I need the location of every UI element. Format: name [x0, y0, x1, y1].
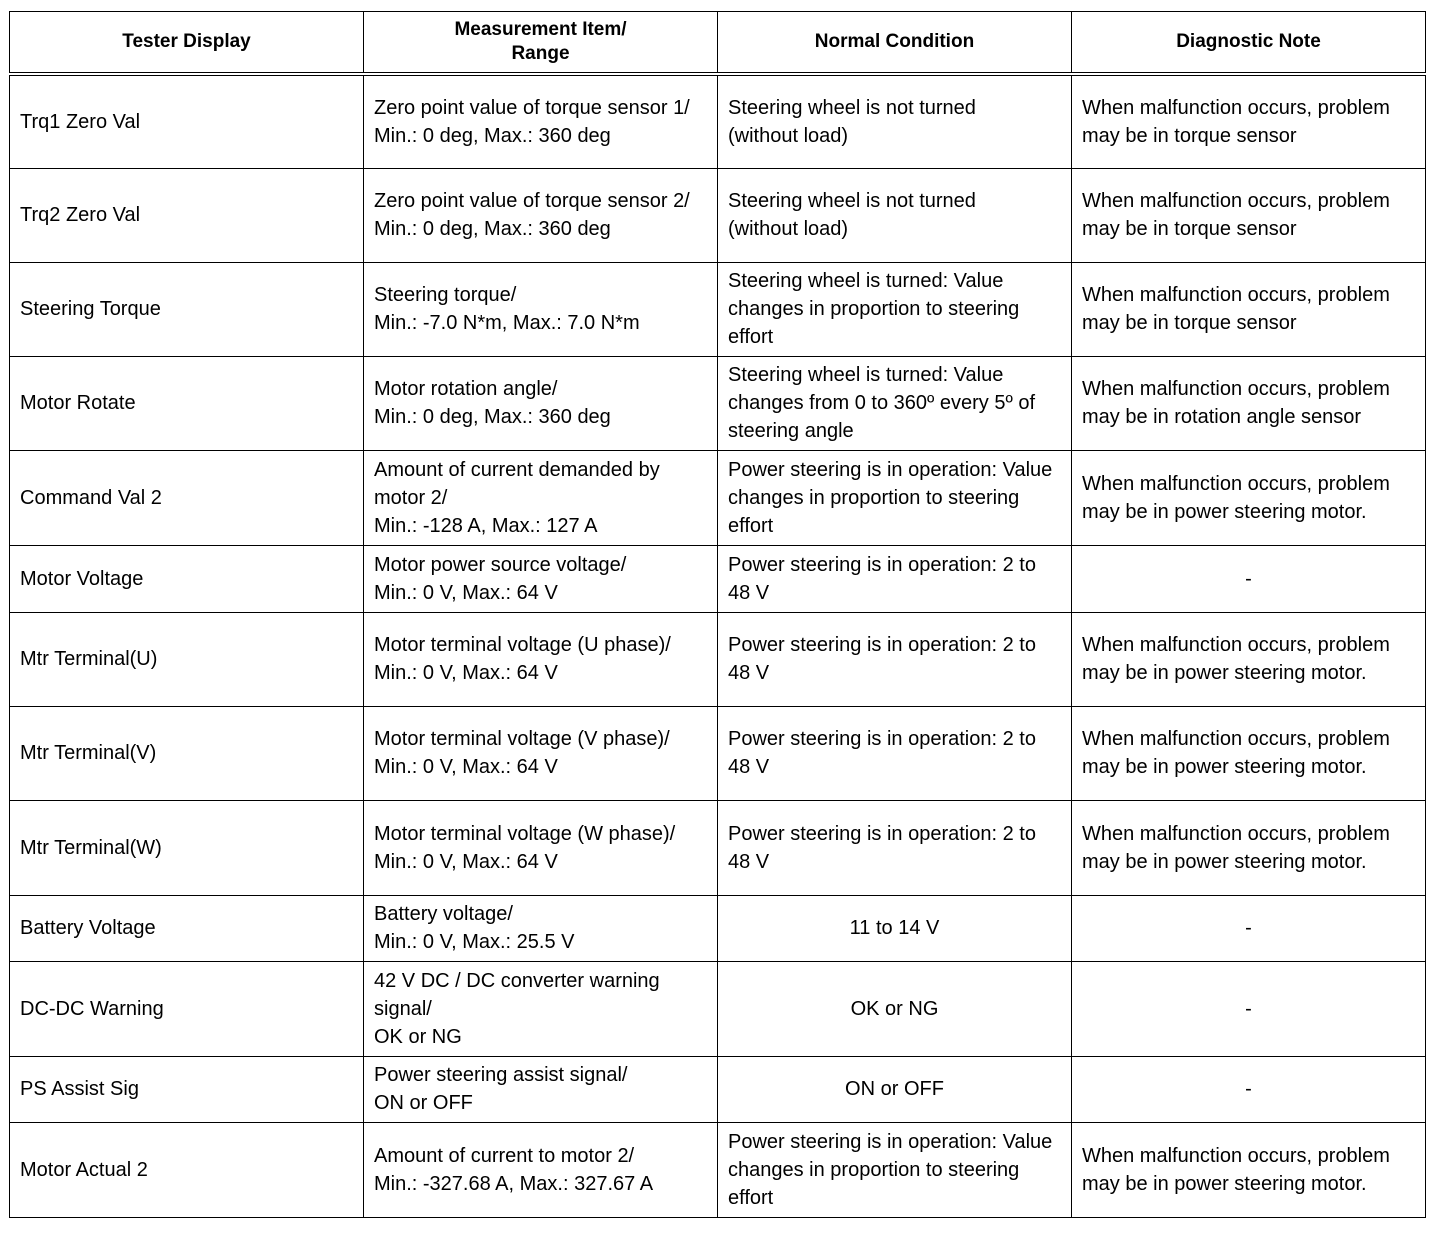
- header-normal-condition: Normal Condition: [717, 11, 1072, 76]
- header-tester-display: Tester Display: [9, 11, 364, 76]
- cell-diagnostic-note: When malfunction occurs, problem may be …: [1071, 705, 1426, 801]
- cell-normal-condition: OK or NG: [717, 960, 1072, 1057]
- cell-tester-display: DC-DC Warning: [9, 960, 364, 1057]
- cell-measurement-item: Motor power source voltage/ Min.: 0 V, M…: [363, 544, 718, 613]
- cell-tester-display: Steering Torque: [9, 261, 364, 357]
- data-list-table: Tester Display Measurement Item/ Range N…: [9, 11, 1426, 1218]
- cell-measurement-item: Power steering assist signal/ ON or OFF: [363, 1055, 718, 1123]
- cell-diagnostic-note: -: [1071, 960, 1426, 1057]
- cell-normal-condition: Power steering is in operation: 2 to 48 …: [717, 611, 1072, 707]
- cell-measurement-item: Zero point value of torque sensor 1/ Min…: [363, 73, 718, 169]
- cell-tester-display: Motor Actual 2: [9, 1121, 364, 1218]
- cell-diagnostic-note: When malfunction occurs, problem may be …: [1071, 1121, 1426, 1218]
- cell-measurement-item: Zero point value of torque sensor 2/ Min…: [363, 167, 718, 263]
- cell-diagnostic-note: When malfunction occurs, problem may be …: [1071, 355, 1426, 451]
- table-row: Command Val 2 Amount of current demanded …: [9, 449, 1426, 546]
- cell-tester-display: Motor Voltage: [9, 544, 364, 613]
- cell-diagnostic-note: When malfunction occurs, problem may be …: [1071, 449, 1426, 546]
- table-row: Mtr Terminal(V) Motor terminal voltage (V…: [9, 705, 1426, 801]
- cell-tester-display: Trq2 Zero Val: [9, 167, 364, 263]
- table-row: PS Assist Sig Power steering assist signa…: [9, 1055, 1426, 1123]
- cell-normal-condition: Steering wheel is turned: Value changes …: [717, 355, 1072, 451]
- table-row: Mtr Terminal(W) Motor terminal voltage (W…: [9, 799, 1426, 896]
- header-diagnostic-note: Diagnostic Note: [1071, 11, 1426, 76]
- table-row: Trq1 Zero Val Zero point value of torque …: [9, 73, 1426, 169]
- cell-normal-condition: Steering wheel is turned: Value changes …: [717, 261, 1072, 357]
- cell-tester-display: Mtr Terminal(U): [9, 611, 364, 707]
- cell-diagnostic-note: When malfunction occurs, problem may be …: [1071, 167, 1426, 263]
- table-row: Motor Voltage Motor power source voltage/…: [9, 544, 1426, 613]
- cell-normal-condition: Steering wheel is not turned (without lo…: [717, 167, 1072, 263]
- cell-measurement-item: Motor terminal voltage (U phase)/ Min.: …: [363, 611, 718, 707]
- table-row: Motor Actual 2 Amount of current to motor…: [9, 1121, 1426, 1218]
- table-row: DC-DC Warning 42 V DC / DC converter warn…: [9, 960, 1426, 1057]
- cell-tester-display: Command Val 2: [9, 449, 364, 546]
- cell-measurement-item: Motor terminal voltage (V phase)/ Min.: …: [363, 705, 718, 801]
- cell-normal-condition: ON or OFF: [717, 1055, 1072, 1123]
- cell-diagnostic-note: -: [1071, 1055, 1426, 1123]
- cell-diagnostic-note: When malfunction occurs, problem may be …: [1071, 73, 1426, 169]
- cell-measurement-item: Amount of current demanded by motor 2/ M…: [363, 449, 718, 546]
- cell-diagnostic-note: -: [1071, 894, 1426, 962]
- table-row: Mtr Terminal(U) Motor terminal voltage (U…: [9, 611, 1426, 707]
- cell-tester-display: Mtr Terminal(W): [9, 799, 364, 896]
- table-row: Trq2 Zero Val Zero point value of torque …: [9, 167, 1426, 263]
- cell-tester-display: Motor Rotate: [9, 355, 364, 451]
- cell-tester-display: Battery Voltage: [9, 894, 364, 962]
- cell-normal-condition: Power steering is in operation: 2 to 48 …: [717, 799, 1072, 896]
- table-row: Steering Torque Steering torque/ Min.: -7…: [9, 261, 1426, 357]
- cell-normal-condition: 11 to 14 V: [717, 894, 1072, 962]
- table-row: Battery Voltage Battery voltage/ Min.: 0 …: [9, 894, 1426, 962]
- cell-tester-display: PS Assist Sig: [9, 1055, 364, 1123]
- cell-tester-display: Trq1 Zero Val: [9, 73, 364, 169]
- cell-normal-condition: Power steering is in operation: 2 to 48 …: [717, 705, 1072, 801]
- cell-diagnostic-note: When malfunction occurs, problem may be …: [1071, 261, 1426, 357]
- cell-measurement-item: Steering torque/ Min.: -7.0 N*m, Max.: 7…: [363, 261, 718, 357]
- cell-measurement-item: Motor rotation angle/ Min.: 0 deg, Max.:…: [363, 355, 718, 451]
- cell-tester-display: Mtr Terminal(V): [9, 705, 364, 801]
- cell-measurement-item: Amount of current to motor 2/ Min.: -327…: [363, 1121, 718, 1218]
- cell-normal-condition: Power steering is in operation: Value ch…: [717, 449, 1072, 546]
- cell-diagnostic-note: When malfunction occurs, problem may be …: [1071, 799, 1426, 896]
- cell-measurement-item: Motor terminal voltage (W phase)/ Min.: …: [363, 799, 718, 896]
- cell-normal-condition: Power steering is in operation: 2 to 48 …: [717, 544, 1072, 613]
- cell-measurement-item: 42 V DC / DC converter warning signal/ O…: [363, 960, 718, 1057]
- cell-normal-condition: Steering wheel is not turned (without lo…: [717, 73, 1072, 169]
- header-measurement-item: Measurement Item/ Range: [363, 11, 718, 76]
- cell-measurement-item: Battery voltage/ Min.: 0 V, Max.: 25.5 V: [363, 894, 718, 962]
- cell-diagnostic-note: -: [1071, 544, 1426, 613]
- table-row: Motor Rotate Motor rotation angle/ Min.: …: [9, 355, 1426, 451]
- cell-normal-condition: Power steering is in operation: Value ch…: [717, 1121, 1072, 1218]
- cell-diagnostic-note: When malfunction occurs, problem may be …: [1071, 611, 1426, 707]
- header-row: Tester Display Measurement Item/ Range N…: [9, 11, 1426, 76]
